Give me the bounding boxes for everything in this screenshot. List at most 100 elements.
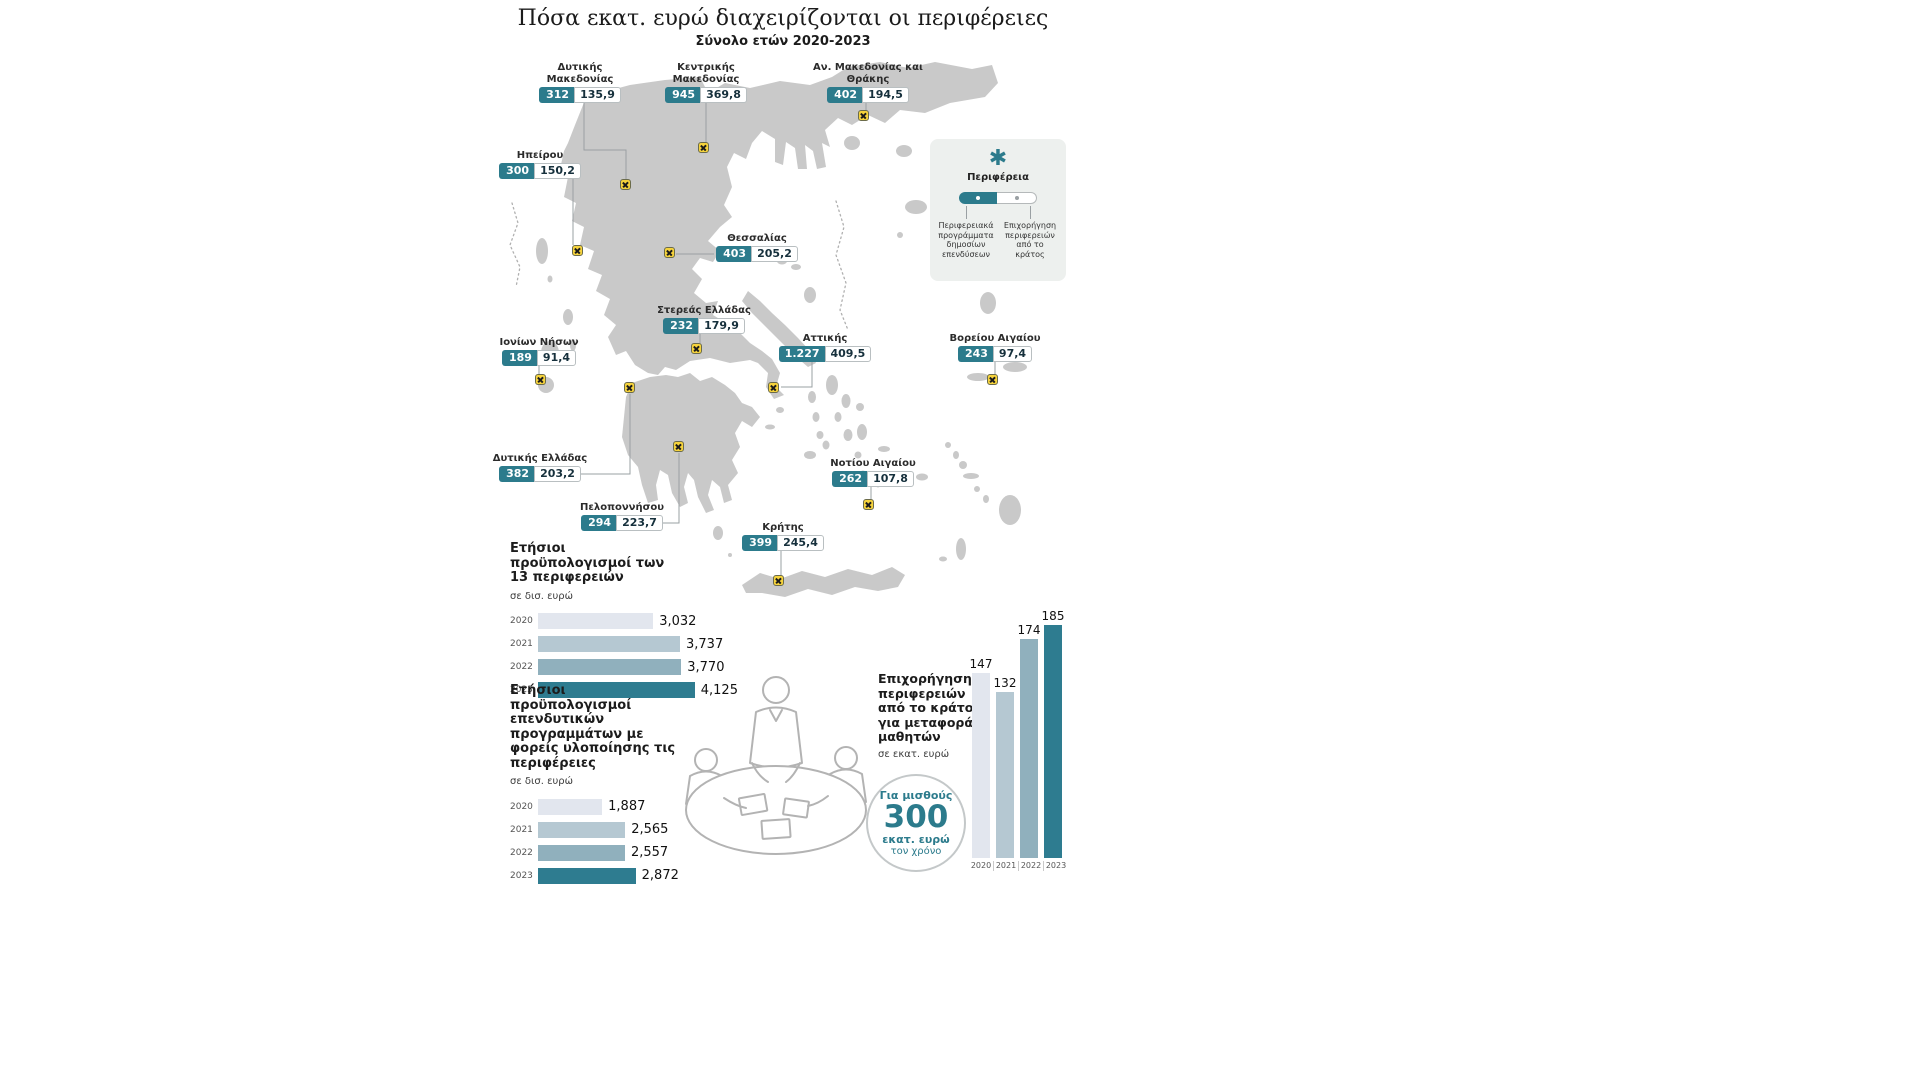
chart-title: Επιχορήγηση περιφερειών από το κράτος γι… <box>878 671 981 744</box>
year-label: 2022 <box>1018 861 1043 871</box>
map-marker-attikis <box>768 382 779 393</box>
callout-line2: εκατ. ευρώ <box>882 832 950 846</box>
region-name: Ηπείρου <box>516 149 564 161</box>
legend-dot <box>1014 196 1019 200</box>
region-callout-dytikis-makedonias: Δυτικής Μακεδονίας 312 135,9 <box>525 58 635 103</box>
chart-unit: σε εκατ. ευρώ <box>878 748 950 760</box>
bar-value: 132 <box>993 675 1017 690</box>
bar-2021 <box>538 821 626 838</box>
legend-title: Περιφέρεια <box>967 172 1029 183</box>
region-callout-dytikis-elladas: Δυτικής Ελλάδας 382 203,2 <box>485 437 595 482</box>
bar-2020 <box>972 672 990 858</box>
program-value: 262 <box>832 471 868 487</box>
map-marker-voreiou-aigaiou <box>987 374 998 385</box>
region-name: Πελοποννήσου <box>579 501 665 513</box>
bar-row: 2023 4,125 <box>510 682 738 699</box>
salary-callout-circle: Για μισθούς 300 εκατ. ευρώ τον χρόνο <box>866 774 966 872</box>
bar-2020 <box>538 613 654 629</box>
grant-value: 91,4 <box>536 350 577 366</box>
region-callout-an-makedonias-thrakis: Αν. Μακεδονίας και Θράκης 402 194,5 <box>813 58 923 103</box>
map-marker-ipeirou <box>572 245 583 256</box>
region-name: Νοτίου Αιγαίου <box>830 457 916 469</box>
bar-value: 174 <box>1017 622 1041 637</box>
program-value: 945 <box>665 87 701 103</box>
grant-value: 369,8 <box>700 87 747 103</box>
map-marker-an-makedonias-thrakis <box>858 110 869 121</box>
bar-column: 147 <box>969 656 993 858</box>
program-value: 300 <box>499 163 535 179</box>
program-value: 312 <box>539 87 575 103</box>
region-callout-stereas-elladas: Στερεάς Ελλάδας 232 179,9 <box>649 289 759 334</box>
bar-row: 2020 3,032 <box>510 613 738 630</box>
bar-value: 4,125 <box>700 682 738 698</box>
x-axis-labels: 2020 2021 2022 2023 <box>969 861 1068 871</box>
bar-row: 2023 2,872 <box>510 867 680 884</box>
bar-value: 147 <box>969 656 993 671</box>
map-marker-ionion-nison <box>535 374 546 385</box>
program-value: 294 <box>581 515 617 531</box>
page-title: Πόσα εκατ. ευρώ διαχειρίζονται οι περιφέ… <box>517 6 1049 31</box>
year-label: 2022 <box>510 662 533 672</box>
grant-value: 97,4 <box>992 346 1033 362</box>
region-name: Ιονίων Νήσων <box>499 336 579 348</box>
grant-value: 203,2 <box>534 466 581 482</box>
region-name: Στερεάς Ελλάδας <box>657 304 751 316</box>
grant-value: 205,2 <box>751 246 798 262</box>
asterisk-icon: ✱ <box>988 146 1008 171</box>
region-name: Αττικής <box>802 332 848 344</box>
bar-2023 <box>1044 624 1062 858</box>
bar-2023 <box>538 682 695 698</box>
grant-value: 135,9 <box>574 87 621 103</box>
year-label: 2023 <box>1043 861 1068 871</box>
chart-title: Ετήσιοι προϋπολογισμοί επενδυτικών προγρ… <box>510 683 676 771</box>
year-label: 2021 <box>993 861 1018 871</box>
bar-column: 185 <box>1042 609 1064 858</box>
map-marker-peloponnisou <box>673 441 684 452</box>
region-callout-peloponnisou: Πελοποννήσου 294 223,7 <box>567 486 677 531</box>
maritime-boundary-east <box>835 200 849 331</box>
legend-right-label: Επιχορήγηση περιφερειών από το κράτος <box>1003 221 1057 259</box>
map-marker-notiou-aigaiou <box>863 499 874 510</box>
bar-2021 <box>538 636 680 652</box>
grant-value: 179,9 <box>698 318 745 334</box>
grant-value: 245,4 <box>777 535 824 551</box>
bar-2022 <box>1020 638 1038 858</box>
year-label: 2023 <box>510 870 533 881</box>
bar-row: 2021 2,565 <box>510 821 680 838</box>
greece-map <box>509 62 1027 597</box>
year-label: 2020 <box>510 616 533 626</box>
page-subtitle: Σύνολο ετών 2020-2023 <box>695 34 871 49</box>
legend-panel: ✱ Περιφέρεια Περιφερειακά προγράμματα δη… <box>930 139 1066 281</box>
maritime-boundary-west <box>509 202 521 288</box>
bar-row: 2021 3,737 <box>510 636 738 653</box>
year-label: 2023 <box>510 685 533 695</box>
map-marker-kentrikis-makedonias <box>698 142 709 153</box>
legend-left-label: Περιφερειακά προγράμματα δημοσίων επενδύ… <box>938 221 994 259</box>
map-marker-thessalias <box>664 247 675 258</box>
grant-value: 107,8 <box>867 471 914 487</box>
program-value: 189 <box>501 350 537 366</box>
map-marker-dytikis-elladas <box>624 382 635 393</box>
region-callout-thessalias: Θεσσαλίας 403 205,2 <box>702 217 812 262</box>
callout-amount: 300 <box>883 798 949 835</box>
program-value: 382 <box>499 466 535 482</box>
region-callout-ipeirou: Ηπείρου 300 150,2 <box>485 134 595 179</box>
legend-tick <box>965 206 967 219</box>
bar-value: 2,872 <box>641 868 679 883</box>
region-name: Θεσσαλίας <box>727 232 787 244</box>
chart-unit: σε δισ. ευρώ <box>510 590 574 602</box>
region-callout-voreiou-aigaiou: Βορείου Αιγαίου 243 97,4 <box>940 317 1050 362</box>
region-name: Βορείου Αιγαίου <box>949 332 1041 344</box>
year-label: 2022 <box>510 847 533 858</box>
program-value: 243 <box>957 346 993 362</box>
illustration-people-at-table <box>685 676 867 855</box>
bar-row: 2022 3,770 <box>510 659 738 676</box>
map-marker-kritis <box>773 575 784 586</box>
chart-state-grant: 147 132 174 185 2020 2021 2022 2023 <box>969 604 1068 871</box>
bar-2022 <box>538 659 682 675</box>
bar-value: 2,557 <box>630 845 669 860</box>
program-value: 1.227 <box>778 346 825 362</box>
bar-2023 <box>538 867 636 884</box>
bar-2022 <box>538 844 625 861</box>
